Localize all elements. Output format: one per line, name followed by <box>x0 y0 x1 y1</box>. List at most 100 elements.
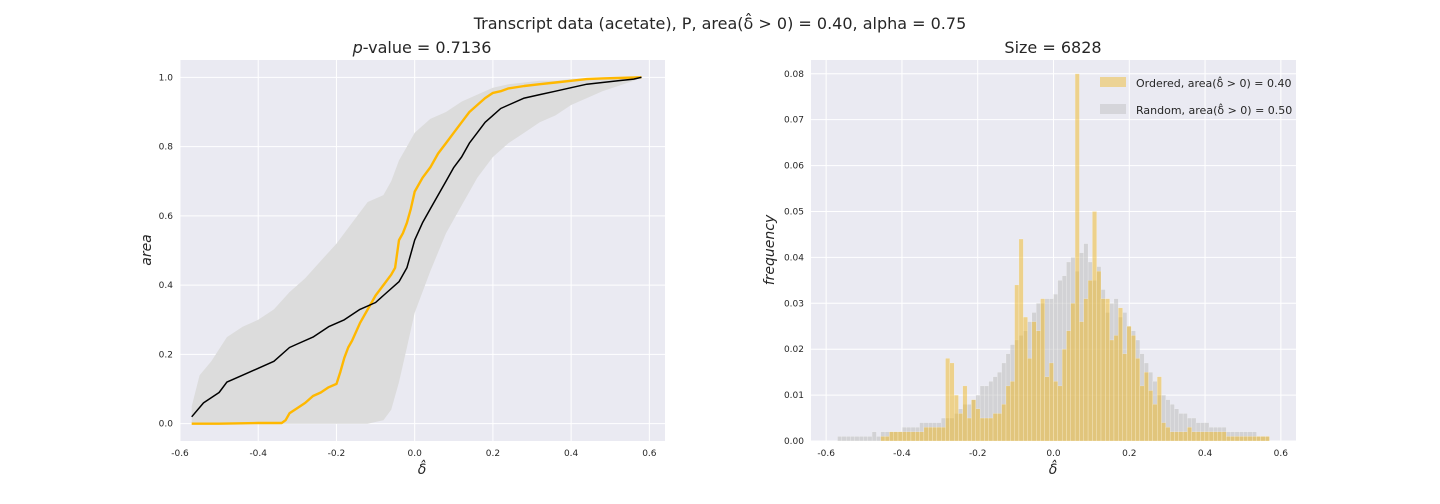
legend-swatch-random <box>1100 104 1126 114</box>
ordered-bar <box>1023 316 1028 442</box>
right-y-tick-label: 0.05 <box>784 207 804 217</box>
random-bar <box>837 436 842 442</box>
ordered-bar <box>988 417 994 442</box>
left-x-tick-label: 0.0 <box>408 449 423 459</box>
left-x-axis-label: δ̂ <box>418 459 427 478</box>
ordered-bar <box>945 358 950 442</box>
ordered-bar <box>1057 385 1063 442</box>
random-area-line <box>191 76 642 418</box>
ordered-bar <box>1040 298 1046 442</box>
left-chart-title: p-value = 0.7136 <box>352 38 492 57</box>
ordered-bar <box>1010 381 1015 442</box>
left-x-tick-label: -0.4 <box>249 449 267 459</box>
right-x-tick-label: -0.4 <box>893 449 911 459</box>
ordered-bar <box>936 427 942 442</box>
random-bar <box>846 436 851 442</box>
random-bar <box>863 436 868 442</box>
ordered-bar <box>1031 321 1037 442</box>
ordered-bar <box>910 431 916 442</box>
right-x-tick-label: 0.2 <box>1122 449 1136 459</box>
ordered-bar <box>1157 376 1162 442</box>
left-y-axis-label: area <box>139 234 155 266</box>
ordered-bar <box>1152 404 1158 442</box>
left-y-tick-label: 0.2 <box>159 350 173 360</box>
random-bar <box>850 436 855 442</box>
random-bar <box>867 436 873 442</box>
ordered-bar <box>1070 303 1076 442</box>
ordered-bar <box>1161 422 1166 442</box>
right-y-tick-label: 0.08 <box>784 70 804 80</box>
right-y-tick-label: 0.02 <box>784 345 804 355</box>
ordered-bar <box>1066 330 1071 442</box>
ordered-area-line <box>191 76 642 425</box>
random-bar <box>871 431 877 442</box>
right-x-tick-label: 0.4 <box>1198 449 1213 459</box>
ordered-bar <box>1217 431 1223 442</box>
ordered-bar <box>932 427 938 442</box>
left-x-tick-label: -0.2 <box>328 449 346 459</box>
ordered-bar <box>1122 353 1128 442</box>
left-y-tick-label: 0.0 <box>159 420 174 430</box>
ordered-bar <box>1014 284 1020 442</box>
legend-label-ordered: Ordered, area(δ̂ > 0) = 0.40 <box>1136 76 1292 90</box>
ordered-bar <box>1169 431 1175 442</box>
ordered-bar <box>1053 381 1058 442</box>
ordered-bar <box>984 417 989 442</box>
ordered-bar <box>1208 431 1214 442</box>
ordered-bar <box>1049 362 1054 442</box>
ordered-bar <box>1230 436 1236 442</box>
confidence-band-area <box>191 77 642 424</box>
ordered-bar <box>1083 298 1089 442</box>
random-bar <box>841 436 847 442</box>
ordered-bar <box>1178 431 1184 442</box>
right-x-tick-label: 0.6 <box>1274 449 1289 459</box>
legend-label-random: Random, area(δ̂ > 0) = 0.50 <box>1136 103 1292 117</box>
ordered-bar <box>1079 321 1084 442</box>
ordered-bar <box>962 385 968 442</box>
ordered-bar <box>1187 427 1192 442</box>
ordered-bar <box>1144 371 1149 442</box>
legend-swatch-ordered <box>1100 77 1126 87</box>
ordered-bar <box>1221 431 1227 442</box>
ordered-bar <box>975 408 981 442</box>
ordered-bar <box>1239 436 1244 442</box>
ordered-bar <box>1126 326 1132 442</box>
left-title-prefix: p <box>352 38 363 57</box>
right-y-tick-label: 0.00 <box>784 437 804 447</box>
ordered-bar <box>928 427 933 442</box>
ordered-bar <box>1174 431 1179 442</box>
ordered-bar <box>1036 330 1041 442</box>
ordered-bar <box>1265 436 1270 442</box>
ordered-bar <box>1044 376 1050 442</box>
ordered-bar <box>949 362 955 442</box>
ordered-bar <box>897 431 903 442</box>
left-chart: -0.6 -0.4 -0.2 0.0 0.2 0.4 0.6 0.0 0.2 0.4 0.6 0.8 1… <box>139 38 665 478</box>
ordered-bar <box>1234 436 1240 442</box>
right-x-axis-label: δ̂ <box>1049 459 1058 478</box>
ordered-bar <box>1005 385 1011 442</box>
ordered-bar <box>1260 436 1266 442</box>
ordered-bar <box>971 399 976 442</box>
left-title-rest: -value = 0.7136 <box>363 38 492 57</box>
right-y-axis-label: frequency <box>762 214 778 285</box>
ordered-bar <box>1195 431 1201 442</box>
left-confidence-band <box>191 77 642 424</box>
ordered-bar <box>1200 431 1205 442</box>
left-y-tick-label: 0.8 <box>159 143 174 153</box>
ordered-bar <box>954 394 959 442</box>
ordered-bar <box>941 427 946 442</box>
left-y-tick-label: 1.0 <box>159 73 174 83</box>
right-x-tick-label: -0.2 <box>969 449 987 459</box>
ordered-bar <box>1100 298 1106 442</box>
ordered-bar <box>902 431 907 442</box>
ordered-bar <box>1182 431 1188 442</box>
ordered-bar <box>958 413 963 442</box>
ordered-bar <box>884 436 890 442</box>
left-x-tick-label: 0.2 <box>486 449 500 459</box>
ordered-bar <box>1087 280 1093 442</box>
right-y-tick-label: 0.04 <box>784 253 804 263</box>
left-x-tick-label: 0.4 <box>564 449 579 459</box>
ordered-bar <box>919 431 925 442</box>
left-ticks: -0.6 -0.4 -0.2 0.0 0.2 0.4 0.6 0.0 0.2 0.4 0.6 0.8 1… <box>159 73 657 459</box>
